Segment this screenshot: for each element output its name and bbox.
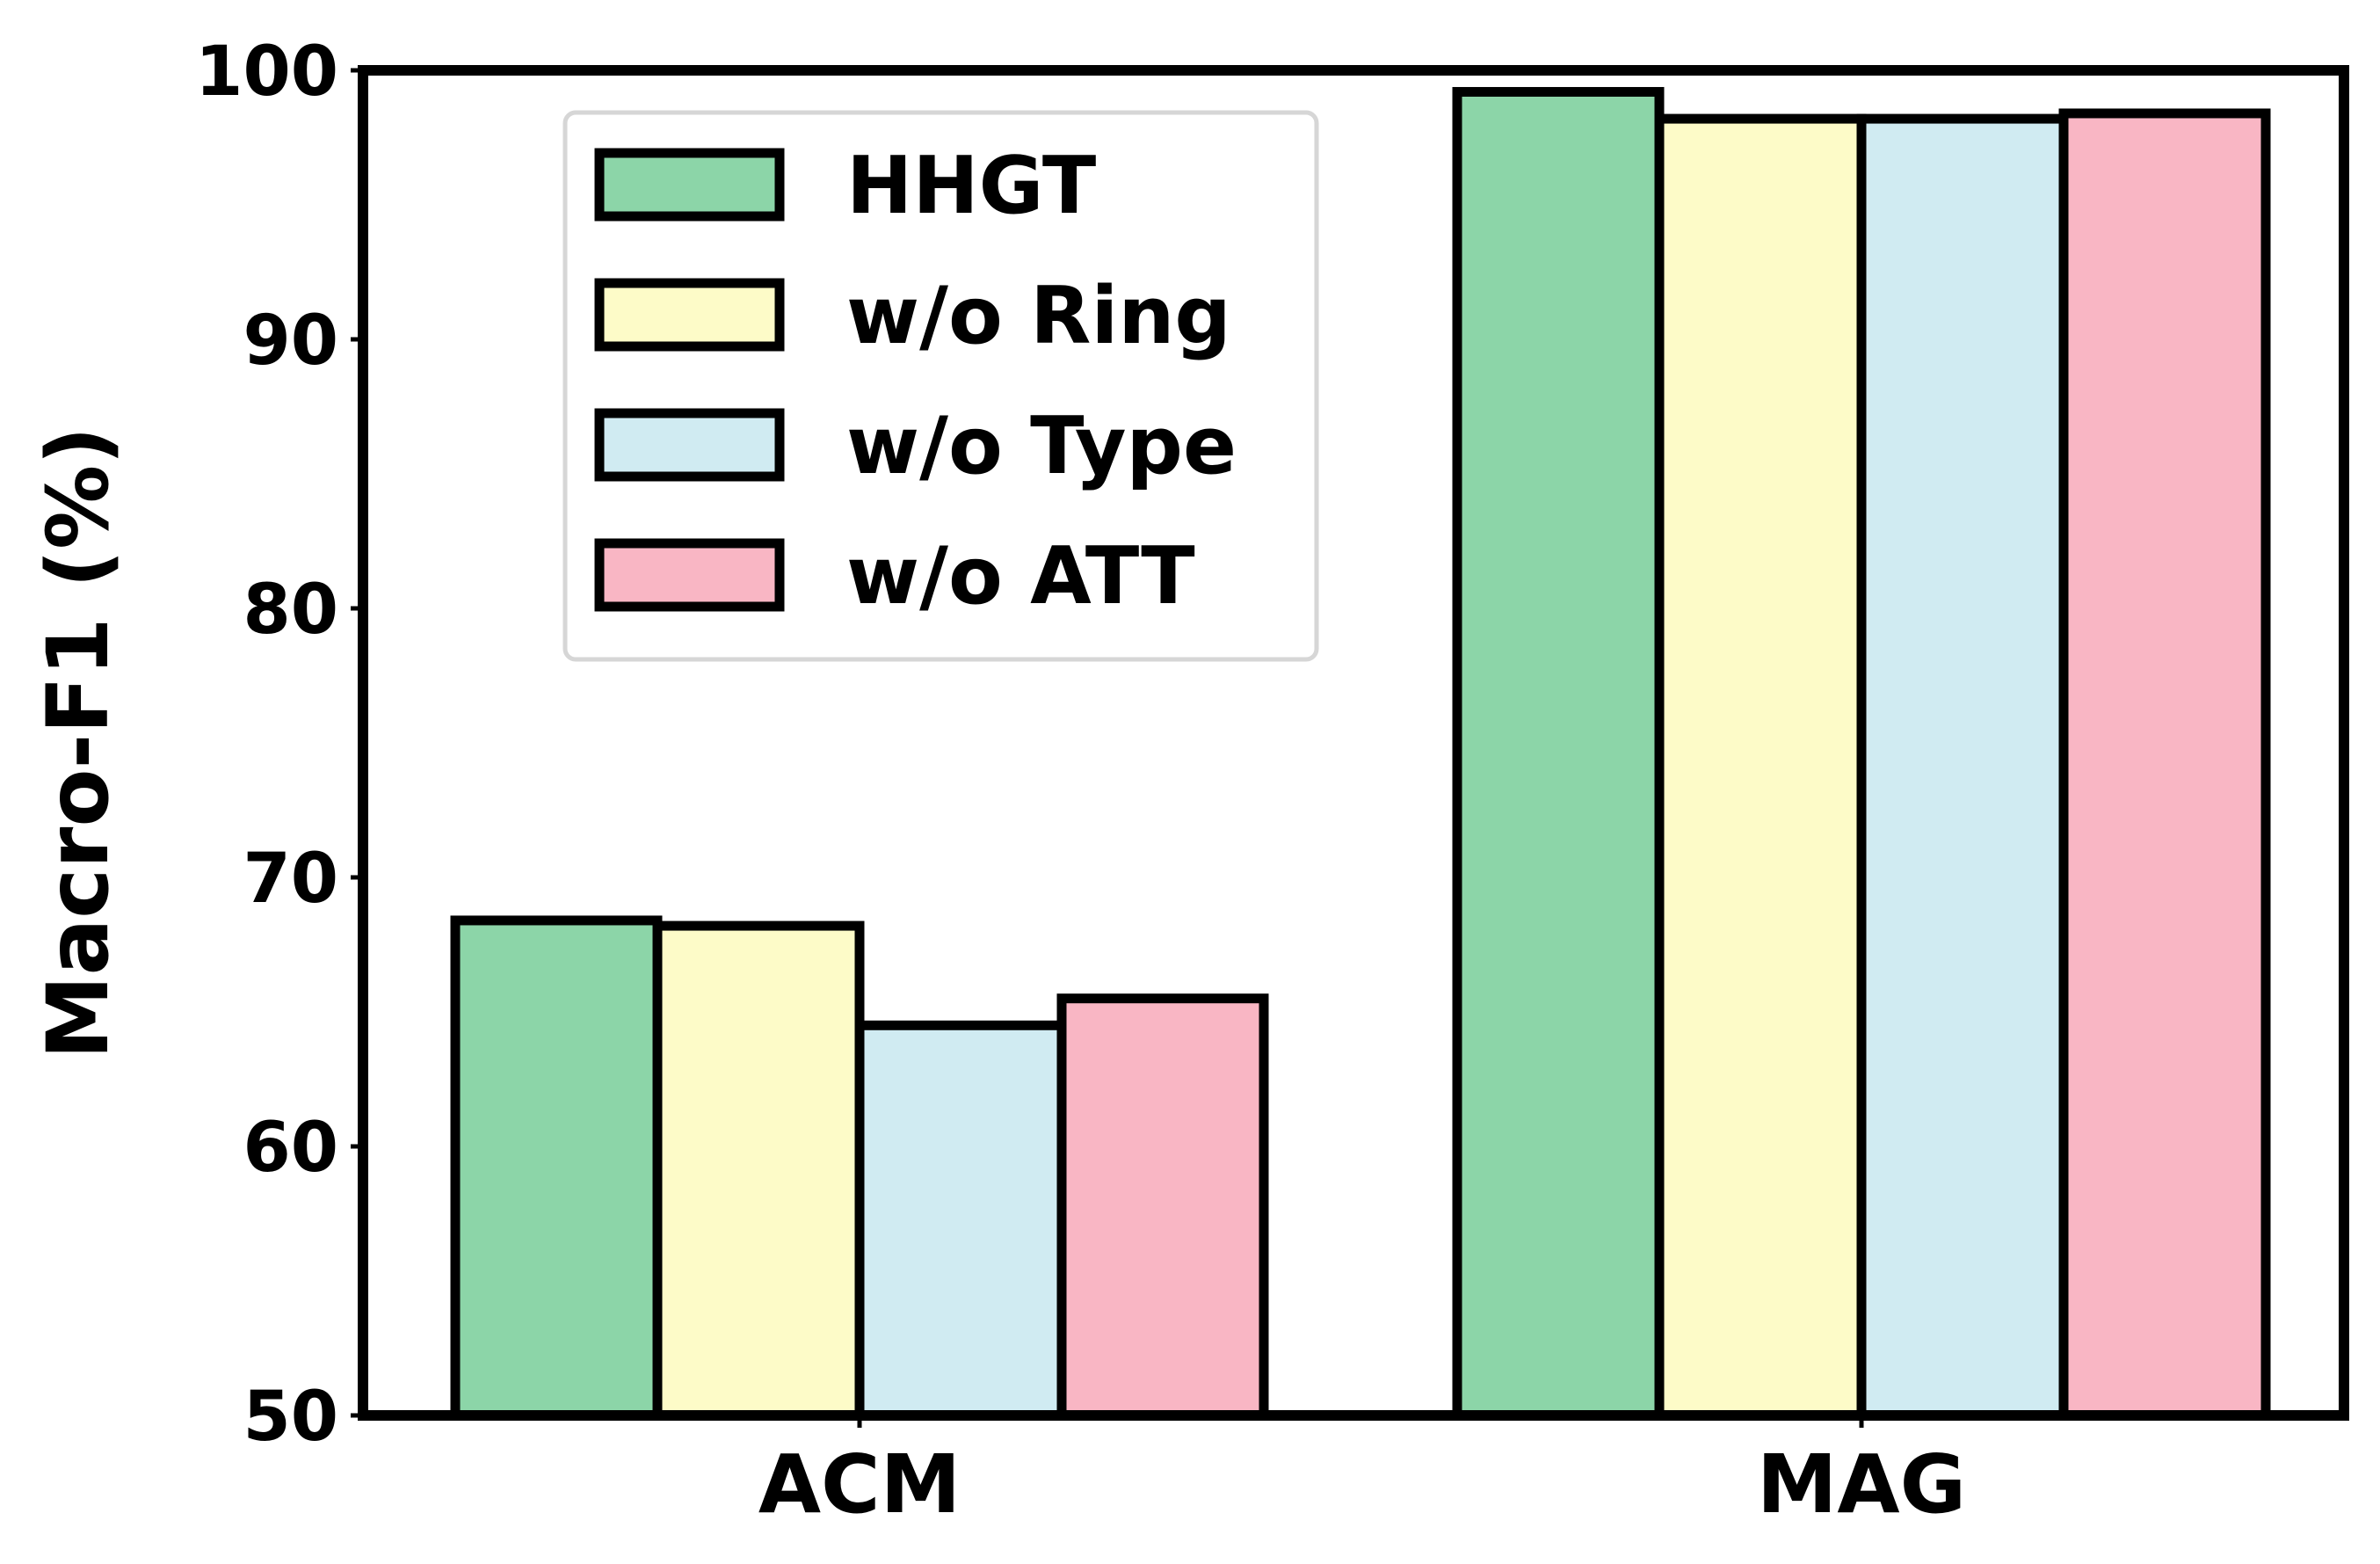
bar-w-o-ring-acm: [652, 920, 865, 1421]
legend-swatch-w-o-att: [594, 538, 785, 612]
bars-group: [450, 86, 2271, 1421]
bar-w-o-ring-mag: [1654, 113, 1867, 1421]
y-tick-label-90: 90: [243, 302, 338, 381]
legend: HHGT w/o Ring w/o Type w/o ATT: [562, 110, 1319, 662]
legend-swatch-w-o-type: [594, 408, 785, 482]
bar-w-o-type-mag: [1856, 113, 2069, 1421]
bar-hhgt-acm: [450, 915, 663, 1421]
y-tick-label-60: 60: [243, 1109, 338, 1188]
y-axis-title: Macro-F1 (%): [29, 426, 127, 1059]
bar-w-o-att-mag: [2058, 108, 2271, 1421]
legend-label-hhgt: HHGT: [846, 140, 1096, 232]
y-tick-label-50: 50: [243, 1378, 338, 1457]
legend-box: [562, 110, 1319, 662]
bar-w-o-type-acm: [854, 1020, 1067, 1421]
legend-swatch-hhgt: [594, 148, 785, 222]
bar-w-o-att-acm: [1056, 993, 1269, 1421]
legend-label-w-o-att: w/o ATT: [846, 530, 1195, 622]
y-tick-label-70: 70: [243, 840, 338, 919]
bar-hhgt-mag: [1452, 86, 1665, 1421]
y-axis: 50 60 70 80 90 100: [195, 33, 363, 1457]
x-axis: ACM MAG: [758, 1415, 1966, 1531]
plot-frame: [358, 65, 2349, 1421]
legend-label-w-o-type: w/o Type: [846, 400, 1237, 492]
legend-swatch-w-o-ring: [594, 278, 785, 352]
legend-label-w-o-ring: w/o Ring: [846, 270, 1231, 362]
x-tick-label-mag: MAG: [1757, 1437, 1966, 1531]
y-tick-label-80: 80: [243, 571, 338, 650]
x-tick-label-acm: ACM: [758, 1437, 961, 1531]
y-tick-label-100: 100: [195, 33, 338, 112]
